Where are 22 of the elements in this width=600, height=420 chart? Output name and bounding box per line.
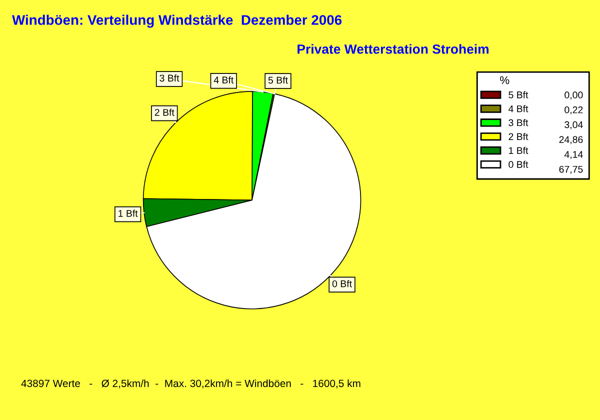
text: 0,00 [564, 92, 583, 100]
legend-title: % [500, 76, 510, 84]
legend-label: 4 Bft [508, 105, 528, 112]
text: 43897 Werte - Ø 2,5km/h - Max. 30,2km/h = Windböen - 1600,5 km [21, 379, 360, 388]
slice-label: 1 Bft [118, 210, 138, 217]
data-label: 3,04 [564, 121, 583, 130]
data-label: 4,14 [564, 151, 583, 160]
data-label: 0,22 [564, 106, 583, 114]
category-label: 5 Bft [268, 76, 288, 84]
legend-label: 3 Bft [508, 119, 528, 126]
legend-label: 1 Bft [508, 146, 528, 154]
chart-subtitle: Private Wetterstation Stroheim [298, 44, 488, 54]
legend-label: 2 Bft [508, 132, 528, 140]
data-label: 24,86 [559, 136, 583, 144]
slice-label: 0 Bft [332, 280, 352, 288]
data-label: 67,75 [559, 166, 583, 174]
slice-label: 2 Bft [154, 108, 174, 116]
chart-title: Windböen: Verteilung Windstärke Dezember 2006 [12, 14, 342, 28]
legend-label: 0 Bft [508, 160, 528, 168]
legend-label: 5 Bft [508, 91, 528, 98]
slice-label: 3 Bft [160, 74, 180, 82]
slice-label: 4 Bft [214, 76, 234, 84]
